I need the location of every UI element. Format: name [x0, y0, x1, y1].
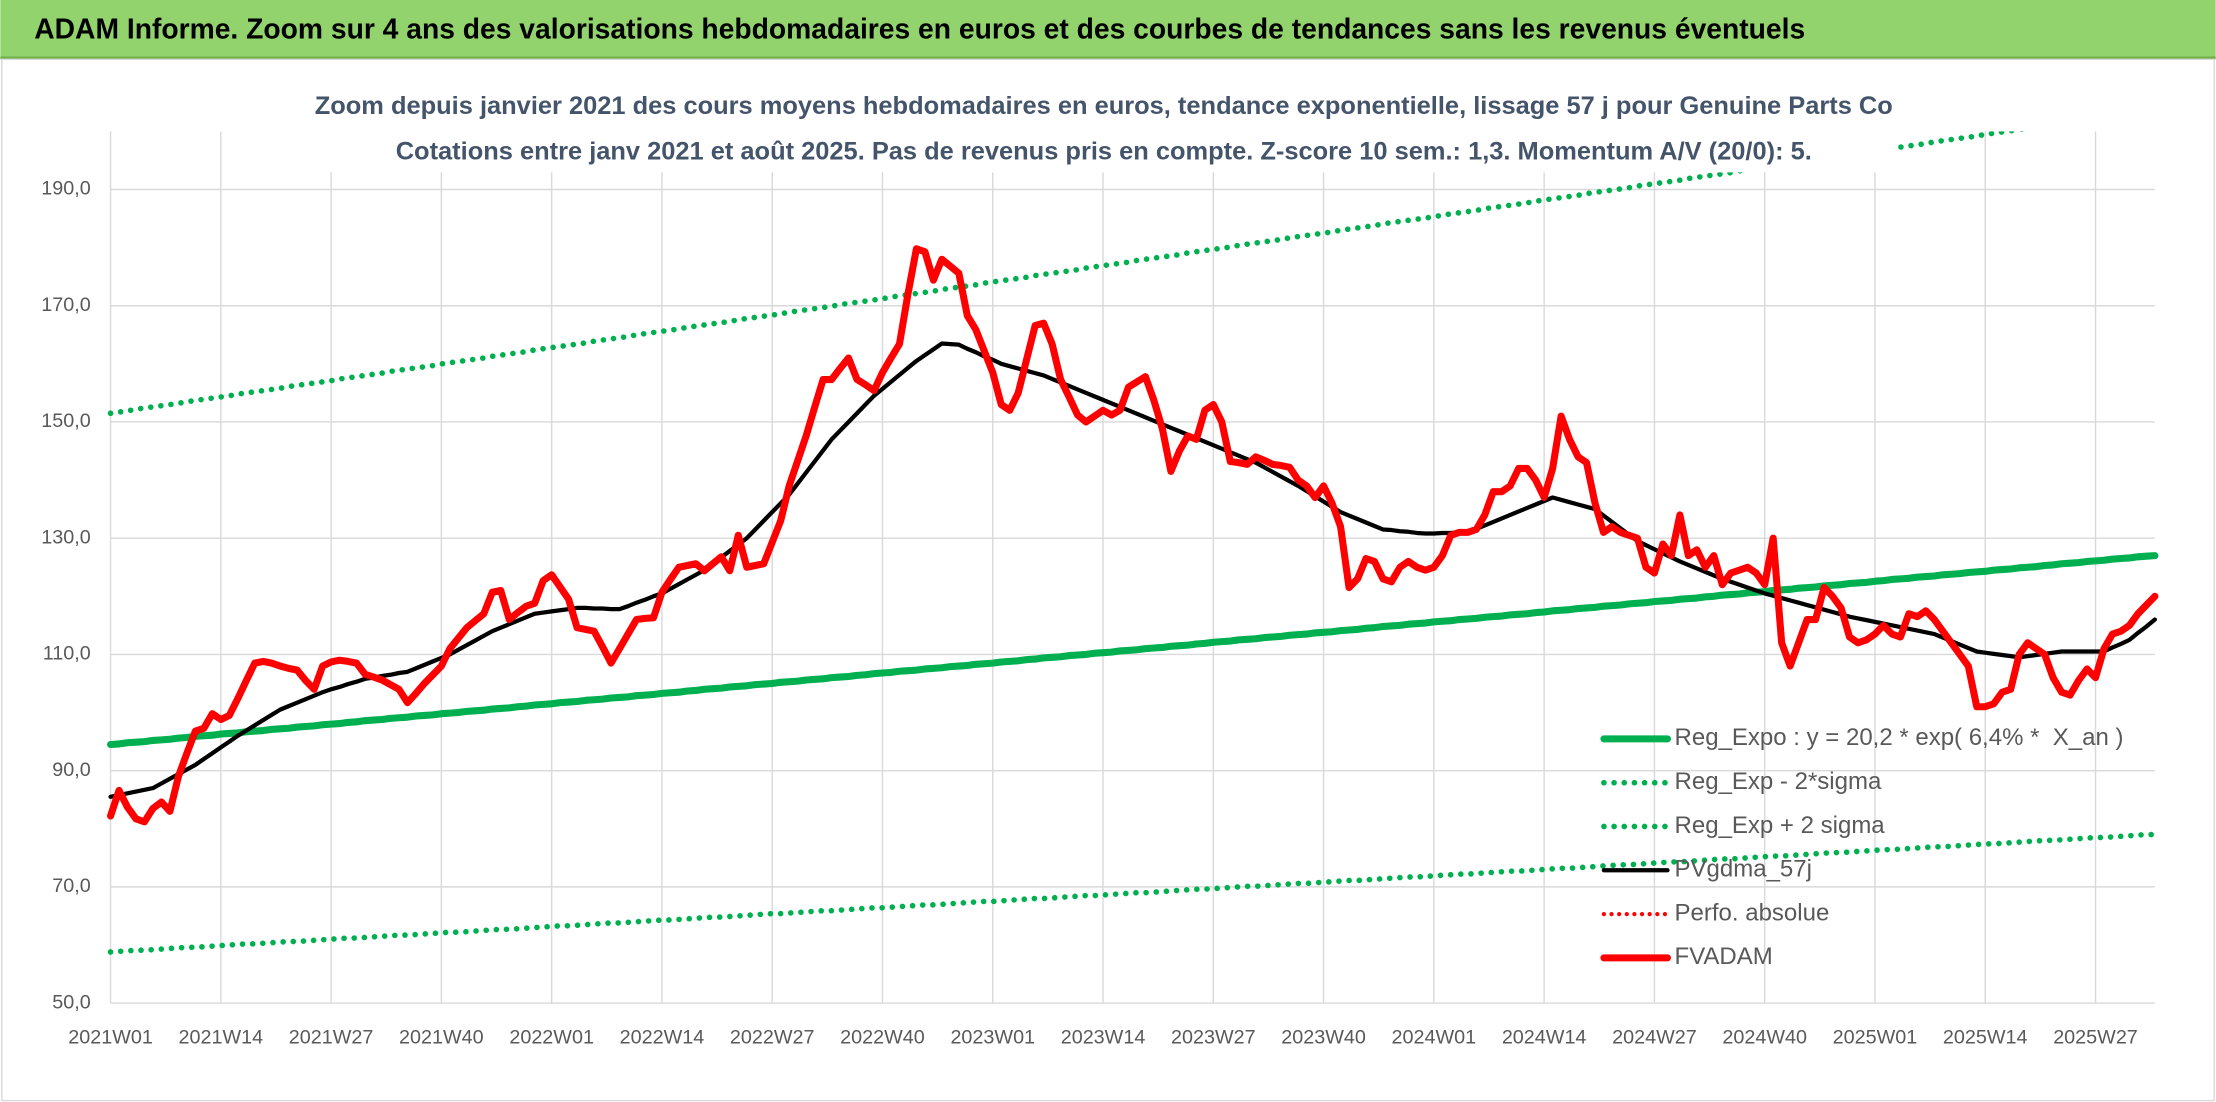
legend-label: FVADAM [1675, 943, 1773, 970]
legend-label: PVgdma_57j [1675, 856, 1812, 883]
x-tick-label: 2022W14 [620, 1027, 705, 1049]
header-title: ADAM Informe. Zoom sur 4 ans des valoris… [34, 13, 1805, 45]
y-tick-label: 90,0 [52, 759, 90, 781]
series-group [107, 131, 2159, 955]
x-tick-label: 2024W27 [1612, 1027, 1697, 1049]
x-tick-label: 2023W27 [1171, 1027, 1256, 1049]
x-tick-label: 2025W27 [2053, 1027, 2138, 1049]
y-tick-label: 70,0 [52, 875, 90, 897]
legend-label: Reg_Exp - 2*sigma [1675, 768, 1882, 795]
legend-label: Reg_Exp + 2 sigma [1675, 812, 1886, 839]
legend-label: Perfo. absolue [1675, 899, 1830, 926]
chart-frame [1, 58, 2215, 1102]
x-tick-label: 2023W01 [950, 1027, 1035, 1049]
x-tick-label: 2023W14 [1061, 1027, 1146, 1049]
chart-subtitle: Cotations entre janv 2021 et août 2025. … [396, 137, 1812, 165]
y-tick-label: 130,0 [41, 526, 90, 548]
y-tick-label: 190,0 [41, 178, 90, 200]
legend-label: Reg_Expo : y = 20,2 * exp( 6,4% * X_an ) [1675, 724, 2124, 751]
series-line [107, 831, 2158, 955]
legend: Reg_Expo : y = 20,2 * exp( 6,4% * X_an )… [1600, 724, 2124, 970]
title-box [319, 84, 1894, 173]
chart-title: Zoom depuis janvier 2021 des cours moyen… [315, 92, 1893, 120]
x-tick-label: 2025W01 [1833, 1027, 1918, 1049]
x-tick-label: 2021W14 [179, 1027, 264, 1049]
x-tick-label: 2024W14 [1502, 1027, 1587, 1049]
axis-labels: 50,0 70,0 90,0 110,0 130,0 150,0 170,0 190,0 202… [41, 178, 2138, 1049]
y-tick-label: 50,0 [52, 991, 90, 1013]
x-tick-label: 2025W14 [1943, 1027, 2028, 1049]
header-banner [0, 0, 2216, 58]
x-tick-label: 2022W01 [509, 1027, 594, 1049]
y-tick-label: 170,0 [41, 294, 90, 316]
x-tick-label: 2021W01 [68, 1027, 153, 1049]
series-line [107, 552, 2159, 749]
y-tick-label: 110,0 [43, 643, 91, 665]
x-tick-label: 2022W27 [730, 1027, 815, 1049]
x-tick-label: 2023W40 [1281, 1027, 1366, 1049]
x-tick-label: 2021W40 [399, 1027, 484, 1049]
x-tick-label: 2021W27 [289, 1027, 374, 1049]
x-tick-label: 2024W40 [1722, 1027, 1807, 1049]
series-line [107, 245, 2159, 826]
x-tick-label: 2022W40 [840, 1027, 925, 1049]
x-tick-label: 2024W01 [1392, 1027, 1477, 1049]
series-line [107, 131, 2028, 417]
y-tick-label: 150,0 [41, 410, 90, 432]
